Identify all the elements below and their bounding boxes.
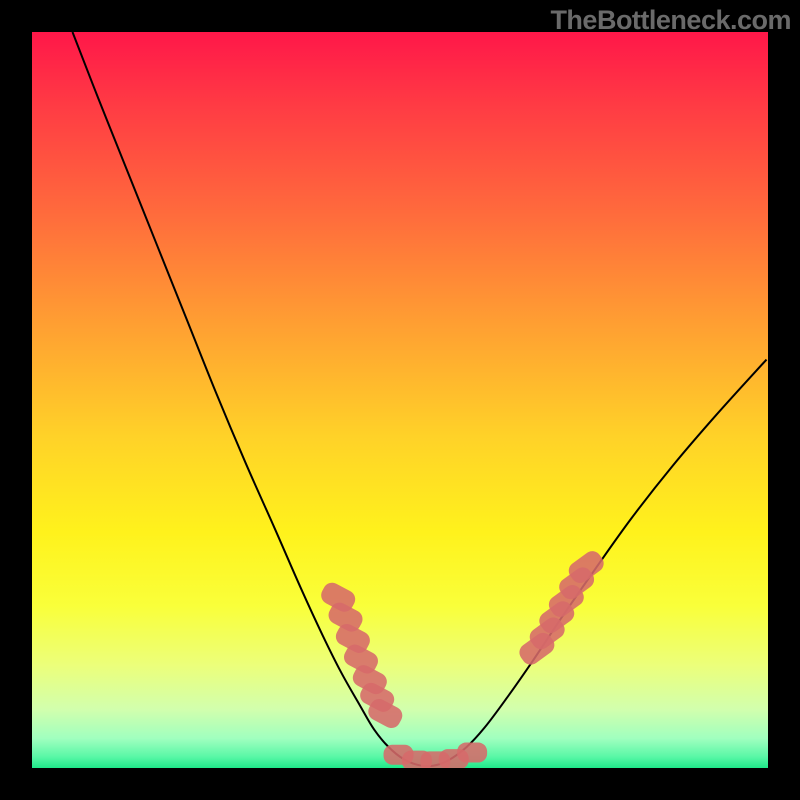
plot-area xyxy=(32,32,768,768)
gradient-background xyxy=(32,32,768,768)
marker-pill xyxy=(457,743,487,763)
chart-frame: TheBottleneck.com xyxy=(0,0,800,800)
watermark-text: TheBottleneck.com xyxy=(550,5,791,36)
chart-svg xyxy=(32,32,768,768)
